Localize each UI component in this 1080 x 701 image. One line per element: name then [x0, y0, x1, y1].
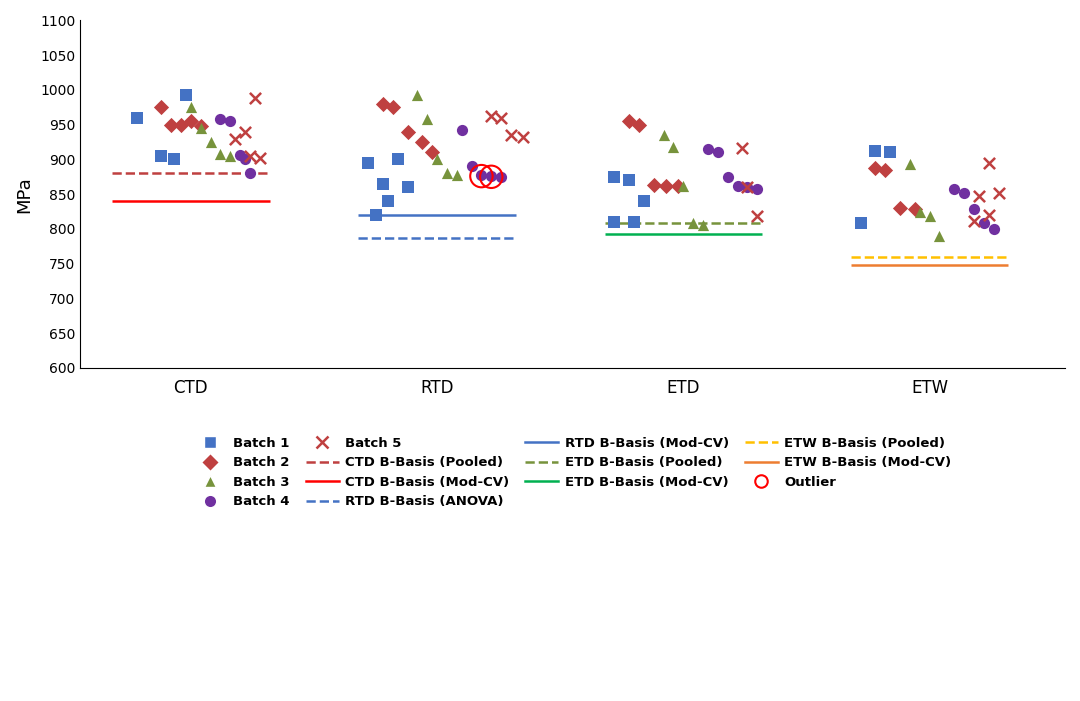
Point	[665, 142, 683, 153]
Point	[867, 162, 885, 173]
Point	[621, 175, 638, 186]
Point	[645, 179, 662, 191]
Point	[419, 114, 436, 125]
Point	[192, 121, 210, 132]
Point	[631, 119, 648, 130]
Point	[473, 169, 490, 180]
Point	[429, 154, 446, 165]
Point	[931, 230, 948, 241]
Point	[867, 146, 885, 157]
Point	[990, 187, 1008, 198]
Point	[694, 220, 712, 231]
Point	[748, 211, 766, 222]
Point	[980, 157, 997, 168]
Point	[606, 217, 623, 228]
Point	[375, 178, 392, 189]
Point	[212, 114, 229, 125]
Point	[966, 215, 983, 226]
Point	[685, 218, 702, 229]
Point	[221, 116, 239, 127]
Point	[502, 130, 519, 141]
Point	[739, 182, 756, 193]
Point	[241, 150, 258, 161]
Point	[237, 154, 254, 165]
Point	[970, 190, 987, 201]
Point	[399, 126, 416, 137]
Point	[367, 210, 384, 221]
Point	[129, 112, 146, 123]
Point	[212, 149, 229, 160]
Point	[192, 123, 210, 134]
Point	[379, 196, 396, 207]
Point	[483, 171, 500, 182]
Point	[891, 203, 908, 214]
Point	[360, 157, 377, 168]
Point	[152, 150, 170, 161]
Point	[252, 152, 269, 163]
Point	[729, 180, 746, 191]
Legend: Batch 1, Batch 2, Batch 3, Batch 4, Batch 5, CTD B-Basis (Pooled), CTD B-Basis (: Batch 1, Batch 2, Batch 3, Batch 4, Batc…	[187, 430, 958, 515]
Point	[152, 102, 170, 113]
Point	[414, 137, 431, 148]
Point	[221, 150, 239, 161]
Point	[658, 180, 675, 191]
Point	[165, 154, 183, 165]
Point	[748, 183, 766, 194]
Point	[384, 102, 402, 113]
Point	[946, 183, 963, 194]
Point	[985, 224, 1002, 235]
Point	[921, 211, 939, 222]
Point	[241, 168, 258, 179]
Point	[227, 133, 244, 144]
Point	[675, 180, 692, 191]
Point	[231, 150, 248, 161]
Point	[700, 144, 717, 155]
Point	[492, 112, 510, 123]
Point	[719, 171, 737, 182]
Point	[375, 98, 392, 109]
Point	[980, 210, 997, 221]
Point	[625, 217, 643, 228]
Point	[237, 126, 254, 137]
Point	[399, 182, 416, 193]
Point	[654, 130, 672, 141]
Point	[710, 147, 727, 158]
Point	[183, 116, 200, 127]
Point	[515, 131, 532, 142]
Point	[881, 147, 899, 158]
Point	[173, 119, 190, 130]
Point	[901, 158, 918, 170]
Y-axis label: MPa: MPa	[15, 176, 33, 212]
Point	[246, 93, 264, 104]
Point	[177, 89, 194, 100]
Point	[966, 204, 983, 215]
Point	[852, 218, 869, 229]
Point	[606, 171, 623, 182]
Point	[670, 180, 687, 191]
Point	[739, 182, 756, 193]
Point	[621, 116, 638, 127]
Point	[448, 169, 465, 180]
Point	[183, 102, 200, 113]
Point	[733, 143, 751, 154]
Point	[423, 147, 441, 158]
Point	[912, 206, 929, 217]
Point	[975, 218, 993, 229]
Point	[463, 161, 481, 172]
Point	[438, 168, 456, 179]
Point	[454, 125, 471, 136]
Point	[877, 164, 894, 175]
Point	[473, 170, 490, 182]
Point	[202, 137, 219, 148]
Point	[483, 111, 500, 122]
Point	[492, 171, 510, 182]
Point	[162, 119, 179, 130]
Point	[635, 196, 652, 207]
Point	[906, 204, 923, 215]
Point	[408, 89, 426, 100]
Point	[389, 154, 406, 165]
Point	[956, 187, 973, 198]
Point	[483, 170, 500, 182]
